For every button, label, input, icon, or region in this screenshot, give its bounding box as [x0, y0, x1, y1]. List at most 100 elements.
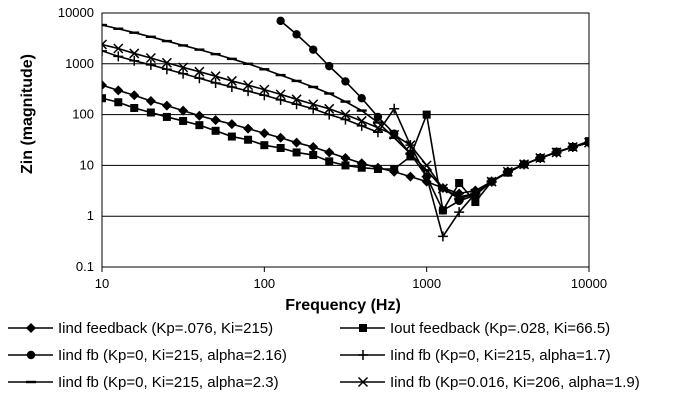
- legend-label: Iind feedback (Kp=.076, Ki=215): [58, 320, 273, 337]
- data-point: [162, 112, 171, 121]
- data-point: [210, 77, 221, 88]
- data-point: [259, 90, 270, 101]
- data-point: [195, 121, 204, 130]
- data-point: [260, 141, 269, 150]
- data-point: [421, 160, 432, 171]
- data-point: [276, 144, 285, 153]
- data-point: [309, 151, 318, 160]
- data-point: [372, 122, 383, 133]
- y-tick-label: 10000: [58, 5, 94, 20]
- data-point: [291, 99, 302, 110]
- data-point: [471, 198, 480, 207]
- data-point: [243, 123, 254, 134]
- legend-item: Iind fb (Kp=0, Ki=215, alpha=2.3): [8, 374, 279, 391]
- plot-frame: [101, 12, 590, 268]
- data-point: [145, 59, 156, 70]
- legend-item: Iind feedback (Kp=.076, Ki=215): [8, 320, 273, 337]
- data-point: [102, 45, 107, 56]
- legend-marker: [359, 324, 367, 332]
- data-point: [372, 127, 383, 138]
- series-layer: [102, 16, 589, 242]
- data-point: [421, 171, 432, 182]
- legend-item: Iout feedback (Kp=.028, Ki=66.5): [340, 320, 610, 337]
- data-point: [243, 80, 254, 91]
- axis-layer: 10 100 1000 10000 0.1 1 10 100 1000 10000 Freque…: [19, 5, 607, 314]
- legend-marker: [26, 323, 36, 333]
- data-point: [341, 161, 350, 170]
- series-6: [102, 39, 589, 202]
- data-point: [325, 157, 334, 166]
- x-tick-label: 10000: [571, 276, 607, 291]
- data-point: [113, 43, 124, 54]
- data-point: [567, 141, 578, 153]
- data-point: [227, 132, 236, 141]
- data-point: [194, 73, 205, 84]
- y-tick-label: 10: [80, 157, 94, 172]
- data-point: [130, 103, 139, 112]
- data-point: [275, 94, 286, 105]
- data-point: [146, 108, 155, 117]
- data-point: [178, 68, 189, 79]
- data-point: [114, 98, 123, 107]
- data-point: [275, 89, 286, 100]
- data-point: [454, 207, 465, 218]
- data-point: [519, 159, 530, 170]
- data-point: [211, 126, 220, 135]
- data-point: [194, 110, 205, 121]
- legend-label: Iind fb (Kp=0.016, Ki=206, alpha=1.9): [390, 374, 640, 391]
- data-point: [210, 71, 221, 82]
- data-point: [357, 163, 366, 172]
- data-point: [405, 171, 416, 182]
- data-point: [226, 119, 237, 130]
- y-tick-label: 100: [72, 107, 94, 122]
- data-point: [178, 105, 189, 116]
- data-point: [341, 77, 350, 86]
- legend-label: Iind fb (Kp=0, Ki=215, alpha=2.3): [58, 374, 279, 391]
- data-point: [340, 152, 351, 163]
- data-point: [292, 30, 301, 39]
- plot-border: [101, 12, 590, 268]
- data-point: [389, 103, 400, 114]
- data-point: [470, 188, 481, 199]
- y-tick-label: 0.1: [76, 259, 94, 274]
- data-point: [324, 103, 335, 114]
- data-point: [455, 179, 464, 188]
- data-point: [340, 114, 351, 125]
- data-point: [454, 191, 465, 202]
- data-point: [129, 48, 140, 59]
- data-point: [438, 206, 448, 215]
- data-point: [102, 94, 106, 103]
- data-point: [291, 137, 302, 148]
- data-point: [275, 132, 286, 143]
- legend-item: Iind fb (Kp=0.016, Ki=206, alpha=1.9): [340, 374, 640, 391]
- legend-label: Iind fb (Kp=0, Ki=215, alpha=1.7): [390, 347, 611, 364]
- legend: Iind feedback (Kp=.076, Ki=215) Iout feed…: [8, 320, 640, 391]
- data-point: [583, 137, 589, 148]
- data-point: [145, 96, 156, 107]
- series-line: [102, 24, 589, 200]
- y-tick-label: 1: [87, 208, 94, 223]
- data-point: [308, 103, 319, 114]
- data-point: [226, 75, 237, 86]
- x-tick-label: 10: [95, 276, 109, 291]
- data-point: [308, 142, 319, 153]
- data-point: [389, 129, 400, 140]
- y-axis-title: Zin (magnitude): [19, 54, 36, 174]
- data-point: [357, 94, 366, 103]
- data-point: [486, 176, 497, 187]
- data-point: [102, 80, 107, 91]
- data-point: [340, 109, 351, 120]
- data-point: [129, 90, 140, 101]
- data-point: [179, 116, 188, 125]
- data-point: [437, 231, 448, 242]
- data-point: [324, 147, 335, 158]
- data-point: [373, 164, 382, 173]
- data-point: [210, 115, 221, 126]
- data-point: [535, 152, 546, 164]
- legend-item: Iind fb (Kp=0, Ki=215, alpha=1.7): [340, 347, 611, 364]
- y-tick-label: 1000: [65, 56, 94, 71]
- plot-area: [101, 12, 590, 272]
- data-point: [356, 120, 367, 131]
